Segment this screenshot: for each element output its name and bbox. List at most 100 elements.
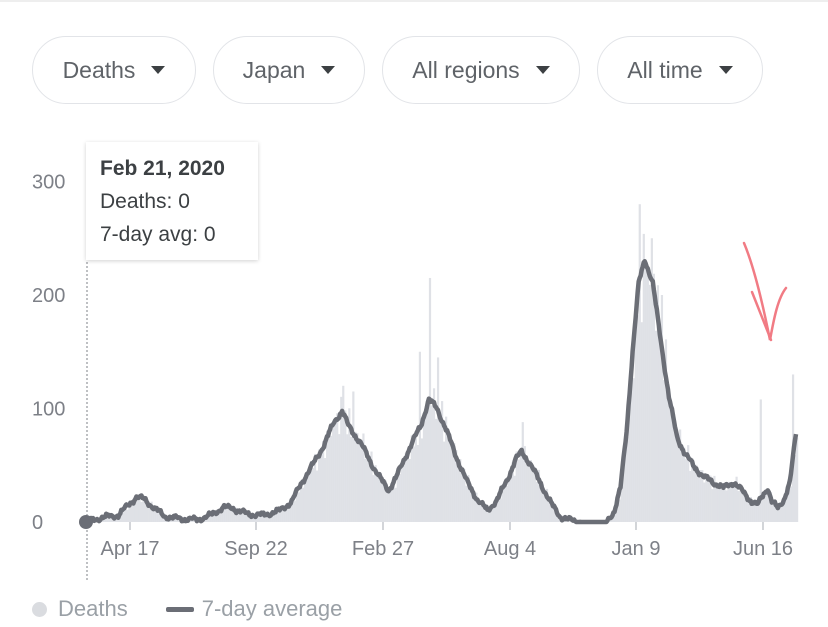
deaths-bar	[717, 483, 720, 522]
time-range-dropdown[interactable]: All time	[597, 36, 763, 104]
deaths-bar	[106, 516, 109, 522]
deaths-bar	[513, 475, 516, 522]
legend-deaths-label[interactable]: Deaths	[58, 596, 128, 621]
deaths-bar	[438, 418, 442, 522]
deaths-bar	[319, 454, 323, 522]
deaths-bar	[148, 506, 151, 522]
y-tick-label: 300	[32, 172, 65, 194]
deaths-bar	[539, 485, 543, 522]
deaths-bar	[245, 514, 248, 522]
deaths-bar	[418, 351, 422, 522]
deaths-bar	[668, 396, 672, 522]
deaths-bar	[231, 509, 234, 522]
deaths-bar	[545, 488, 549, 522]
deaths-bar	[160, 513, 163, 522]
deaths-bar	[136, 495, 139, 522]
deaths-bar	[626, 436, 629, 522]
deaths-bar	[727, 481, 730, 522]
chart-legend: Deaths 7-day average	[32, 596, 342, 622]
deaths-bar	[406, 453, 409, 522]
y-tick-label: 0	[32, 512, 43, 534]
deaths-bar	[277, 509, 280, 522]
deaths-bar	[781, 505, 785, 522]
deaths-bar	[525, 457, 528, 522]
deaths-bar	[376, 470, 379, 522]
x-tick-label: Aug 4	[484, 538, 536, 560]
deaths-bar	[652, 273, 655, 522]
deaths-bar	[638, 204, 641, 522]
deaths-bar	[773, 505, 777, 522]
deaths-bar	[309, 470, 313, 522]
deaths-bar	[455, 450, 458, 522]
deaths-bar	[152, 507, 155, 522]
deaths-chart[interactable]: 0 100 200 300 Apr 17 Sep 22 Feb 27 Aug 4 Jan 9 J…	[0, 120, 828, 580]
deaths-bar	[687, 445, 690, 522]
deaths-bar	[422, 416, 426, 522]
deaths-bar	[364, 459, 367, 522]
deaths-bar	[491, 508, 494, 522]
deaths-bar	[537, 469, 541, 522]
deaths-bar	[547, 499, 551, 522]
deaths-bar	[239, 510, 242, 522]
deaths-bar	[533, 468, 536, 522]
deaths-bar	[120, 512, 123, 522]
deaths-bar	[311, 468, 315, 522]
deaths-bar	[378, 475, 381, 522]
x-tick-label: Jun 16	[733, 538, 793, 560]
deaths-bar	[336, 413, 339, 522]
deaths-bar	[332, 427, 335, 522]
deaths-bar	[644, 261, 647, 522]
country-dropdown[interactable]: Japan	[213, 36, 365, 104]
deaths-bar	[430, 405, 434, 522]
deaths-bar	[507, 478, 510, 522]
deaths-bar	[461, 469, 464, 522]
deaths-bar	[441, 401, 444, 522]
deaths-bar	[227, 508, 230, 522]
deaths-bar	[648, 284, 651, 522]
x-axis-ticks: Apr 17 Sep 22 Feb 27 Aug 4 Jan 9 Jun 16	[101, 522, 793, 560]
deaths-bar	[549, 501, 553, 522]
metric-dropdown[interactable]: Deaths	[32, 36, 196, 104]
deaths-bar	[646, 268, 649, 522]
deaths-bar	[287, 504, 290, 522]
deaths-bar	[517, 459, 520, 522]
deaths-bar	[741, 491, 744, 522]
deaths-bar	[303, 478, 307, 522]
deaths-bar	[447, 433, 450, 522]
deaths-bar	[707, 479, 710, 522]
deaths-bar	[697, 475, 700, 522]
deaths-bar	[138, 495, 141, 522]
chevron-down-icon	[535, 66, 550, 74]
deaths-bar	[388, 487, 391, 522]
deaths-bar	[150, 501, 153, 522]
deaths-bar	[404, 453, 407, 522]
deaths-bar	[386, 492, 389, 522]
deaths-bar	[614, 511, 617, 522]
deaths-bar	[207, 515, 210, 522]
deaths-bar	[489, 505, 492, 522]
deaths-bar	[342, 385, 345, 522]
deaths-bar	[531, 466, 534, 522]
deaths-bar	[771, 500, 774, 522]
deaths-bar	[515, 451, 518, 522]
chevron-down-icon	[321, 66, 336, 74]
legend-avg-label[interactable]: 7-day average	[201, 596, 343, 621]
region-dropdown-label: All regions	[412, 56, 520, 83]
deaths-bar	[146, 499, 149, 522]
deaths-bar	[660, 295, 664, 522]
deaths-bar	[777, 508, 781, 522]
deaths-bar	[392, 479, 395, 522]
deaths-bar	[751, 503, 754, 522]
deaths-bar	[328, 435, 331, 522]
deaths-bar	[743, 489, 746, 522]
deaths-bar	[356, 433, 359, 522]
region-dropdown[interactable]: All regions	[382, 36, 580, 104]
deaths-bar	[685, 459, 688, 522]
x-tick-label: Jan 9	[612, 538, 661, 560]
top-divider	[0, 0, 828, 2]
deaths-bar	[334, 418, 337, 522]
deaths-bar	[618, 499, 621, 522]
deaths-bar	[402, 465, 405, 522]
deaths-bar	[733, 487, 736, 522]
deaths-bar	[616, 499, 619, 522]
